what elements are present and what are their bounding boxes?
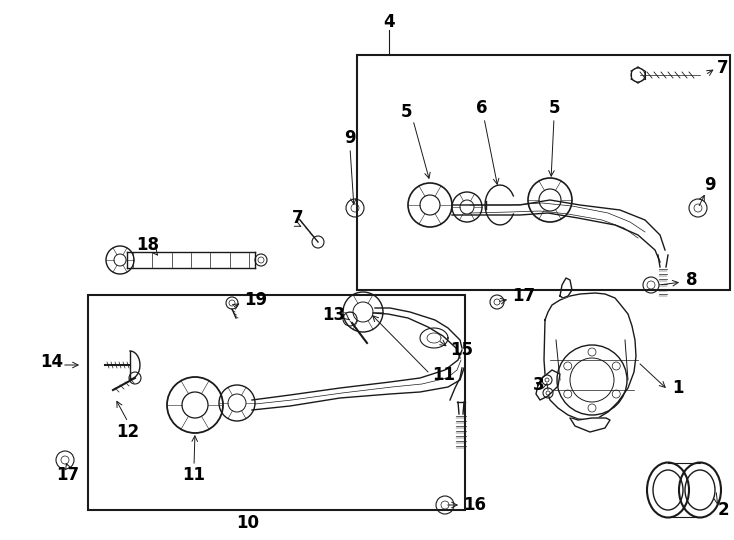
Polygon shape bbox=[560, 278, 572, 298]
Polygon shape bbox=[536, 370, 560, 400]
Text: 4: 4 bbox=[383, 13, 395, 31]
Text: 7: 7 bbox=[292, 209, 304, 227]
Polygon shape bbox=[544, 293, 636, 420]
Text: 5: 5 bbox=[549, 99, 561, 117]
Text: 5: 5 bbox=[401, 103, 413, 121]
Text: 9: 9 bbox=[344, 129, 356, 147]
Text: 18: 18 bbox=[137, 236, 159, 254]
Text: 11: 11 bbox=[183, 466, 206, 484]
Text: 1: 1 bbox=[672, 379, 683, 397]
Text: 17: 17 bbox=[57, 466, 79, 484]
Bar bbox=[88, 295, 465, 510]
Text: 3: 3 bbox=[534, 376, 545, 394]
Text: 16: 16 bbox=[463, 496, 486, 514]
Text: 13: 13 bbox=[322, 306, 345, 324]
Text: 9: 9 bbox=[704, 176, 716, 194]
Text: 6: 6 bbox=[476, 99, 488, 117]
Text: 17: 17 bbox=[512, 287, 535, 305]
Polygon shape bbox=[570, 418, 610, 432]
Text: 19: 19 bbox=[244, 291, 267, 309]
Text: 11: 11 bbox=[432, 366, 455, 384]
Text: 8: 8 bbox=[686, 271, 697, 289]
Text: 12: 12 bbox=[117, 423, 139, 441]
Text: 7: 7 bbox=[717, 59, 729, 77]
Bar bbox=[357, 55, 730, 290]
Text: 15: 15 bbox=[450, 341, 473, 359]
Text: 10: 10 bbox=[236, 514, 260, 532]
Text: 2: 2 bbox=[718, 501, 730, 519]
Text: 14: 14 bbox=[40, 353, 64, 371]
